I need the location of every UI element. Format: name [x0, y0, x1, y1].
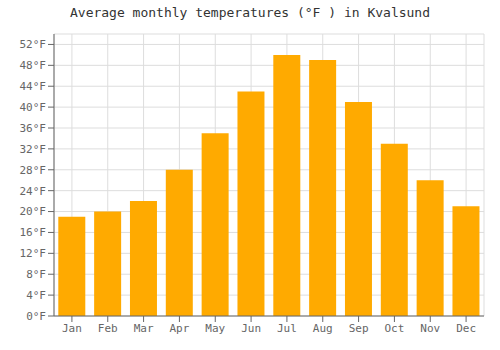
- svg-text:24°F: 24°F: [20, 185, 47, 198]
- svg-text:Jul: Jul: [277, 322, 297, 335]
- svg-text:Dec: Dec: [456, 322, 476, 335]
- svg-text:12°F: 12°F: [20, 247, 47, 260]
- svg-text:Sep: Sep: [349, 322, 369, 335]
- svg-text:4°F: 4°F: [26, 289, 46, 302]
- svg-text:20°F: 20°F: [20, 205, 47, 218]
- svg-text:40°F: 40°F: [20, 101, 47, 114]
- svg-text:16°F: 16°F: [20, 226, 47, 239]
- svg-text:Feb: Feb: [98, 322, 118, 335]
- svg-text:0°F: 0°F: [26, 310, 46, 323]
- svg-text:Nov: Nov: [420, 322, 440, 335]
- svg-text:Aug: Aug: [313, 322, 333, 335]
- svg-text:44°F: 44°F: [20, 80, 47, 93]
- svg-text:Jun: Jun: [241, 322, 261, 335]
- svg-text:8°F: 8°F: [26, 268, 46, 281]
- svg-text:28°F: 28°F: [20, 164, 47, 177]
- html-text:Average monthly temperatures (: Average monthly temperatures (°F ) in Kv…: [70, 5, 430, 20]
- svg-text:48°F: 48°F: [20, 59, 47, 72]
- svg-text:Jan: Jan: [62, 322, 82, 335]
- svg-text:52°F: 52°F: [20, 38, 47, 51]
- svg-text:32°F: 32°F: [20, 143, 47, 156]
- svg-text:Oct: Oct: [384, 322, 404, 335]
- svg-text:Apr: Apr: [169, 322, 189, 335]
- svg-text:May: May: [205, 322, 225, 335]
- svg-text:36°F: 36°F: [20, 122, 47, 135]
- svg-text:Mar: Mar: [134, 322, 154, 335]
